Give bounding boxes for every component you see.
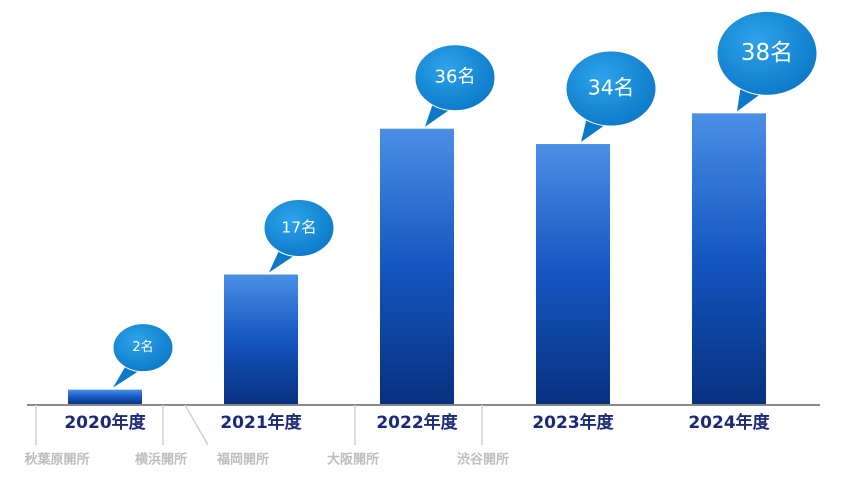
bar — [68, 389, 142, 405]
bubble — [414, 44, 496, 112]
bar — [380, 128, 454, 405]
bar — [692, 113, 766, 405]
annotation-line — [184, 404, 209, 446]
bubble — [263, 199, 335, 258]
value-label: 36名 — [435, 67, 476, 88]
annotation: 横浜開所 — [135, 452, 187, 468]
x-tick-label: 2023年度 — [532, 412, 614, 433]
bar — [224, 274, 298, 405]
x-tick-label: 2022年度 — [376, 412, 458, 433]
bar — [536, 144, 610, 406]
annotation: 秋葉原開所 — [24, 452, 89, 468]
value-label: 2名 — [132, 339, 153, 355]
bubble — [112, 323, 174, 373]
bubble — [565, 50, 657, 127]
x-tick-label: 2020年度 — [64, 412, 146, 433]
annotation: 大阪開所 — [327, 452, 379, 468]
x-tick-label: 2024年度 — [688, 412, 770, 433]
annotation: 渋谷開所 — [457, 452, 509, 468]
annotation: 福岡開所 — [216, 452, 269, 468]
value-label: 17名 — [281, 219, 316, 237]
x-tick-label: 2021年度 — [220, 412, 302, 433]
bubble — [716, 10, 818, 96]
value-label: 34名 — [588, 76, 635, 100]
value-label: 38名 — [741, 40, 793, 66]
